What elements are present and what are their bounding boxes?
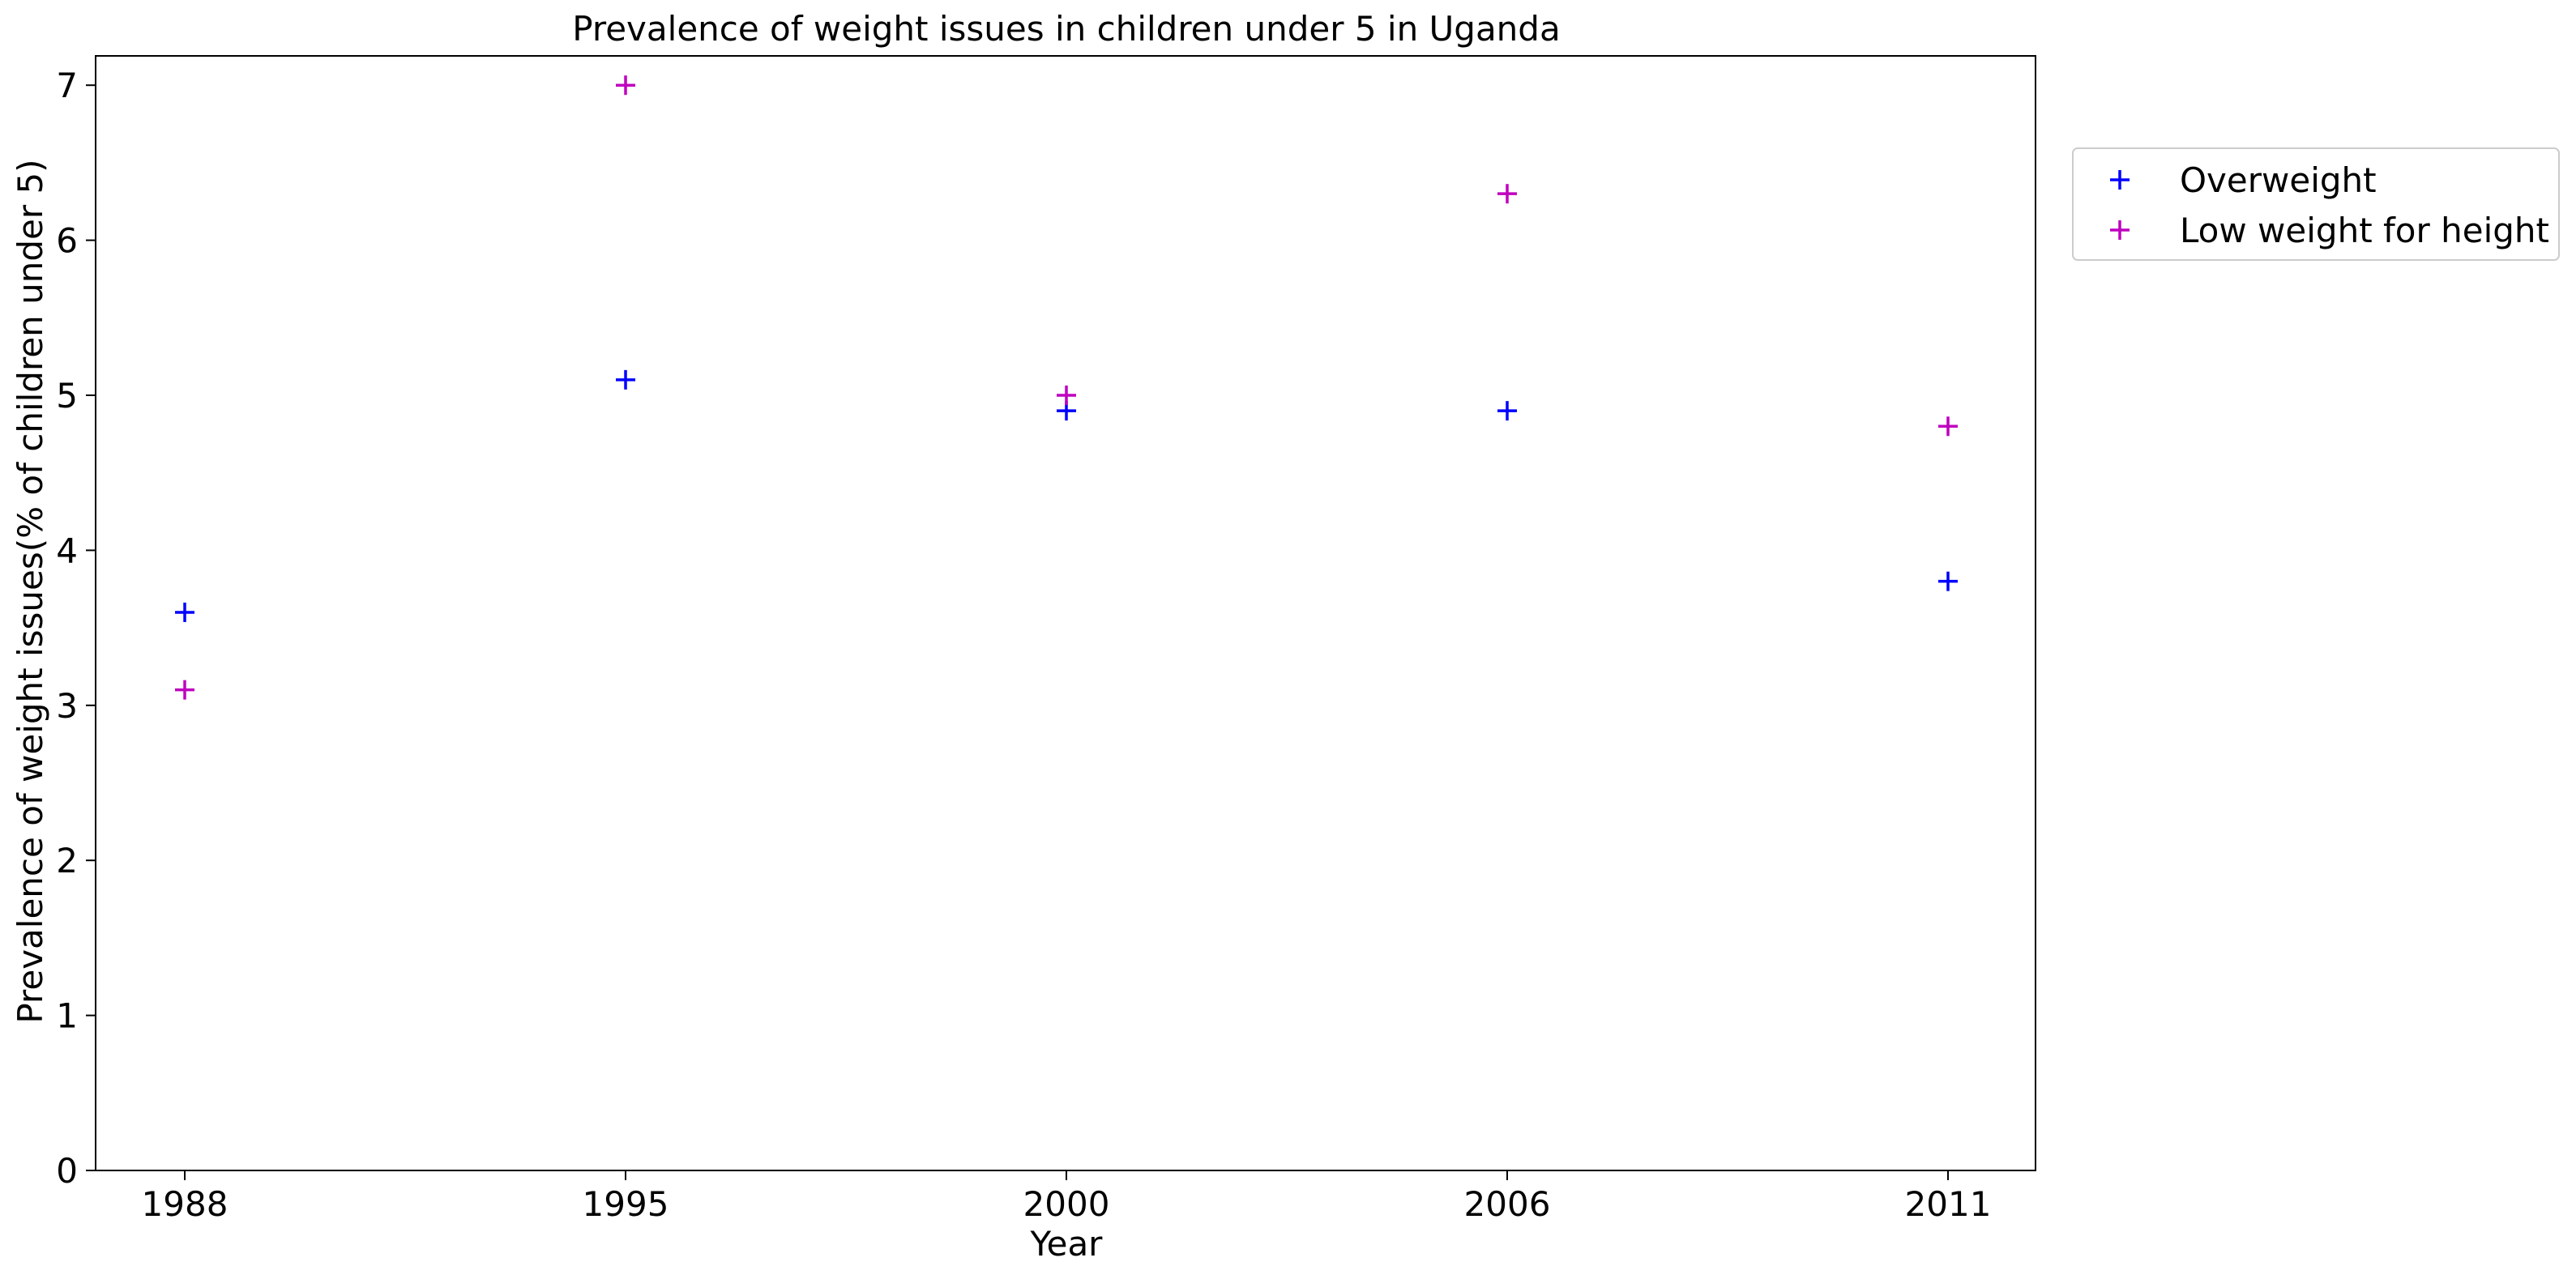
y-tick-label: 0 <box>56 1151 78 1191</box>
x-axis-title: Year <box>1030 1224 1104 1264</box>
low-weight-for-height-point <box>1057 386 1076 405</box>
low-weight-for-height-point <box>175 680 194 700</box>
overweight-point <box>1497 401 1517 421</box>
y-tick-label: 4 <box>56 531 78 570</box>
y-tick-label: 5 <box>56 376 78 416</box>
low-weight-for-height-point <box>1497 184 1517 204</box>
overweight-point <box>175 602 194 622</box>
legend-label-low-weight-for-height: Low weight for height <box>2180 211 2549 250</box>
low-weight-for-height-point <box>1938 416 1958 437</box>
overweight-point <box>1938 571 1958 591</box>
low-weight-for-height-point <box>616 75 635 96</box>
legend-marker-low-weight-for-height <box>2110 220 2130 240</box>
y-tick-label: 1 <box>56 996 78 1036</box>
x-tick-label: 2011 <box>1905 1184 1992 1224</box>
legend: Overweight Low weight for height <box>2072 147 2560 261</box>
data-markers <box>175 75 1958 700</box>
y-tick-label: 7 <box>56 66 78 105</box>
y-axis-title: Prevalence of weight issues(% of childre… <box>11 159 50 1023</box>
y-tick-label: 3 <box>56 686 78 726</box>
y-axis: 0 1 2 3 4 5 6 7 <box>56 66 96 1191</box>
x-axis: 1988 1995 2000 2006 2011 <box>142 1170 1992 1224</box>
chart-title: Prevalence of weight issues in children … <box>572 9 1560 49</box>
y-tick-label: 2 <box>56 841 78 880</box>
x-tick-label: 1988 <box>142 1184 229 1224</box>
x-tick-label: 1995 <box>583 1184 669 1224</box>
legend-marker-overweight <box>2110 170 2130 190</box>
y-tick-label: 6 <box>56 221 78 261</box>
overweight-point <box>616 369 635 390</box>
x-tick-label: 2006 <box>1464 1184 1551 1224</box>
legend-label-overweight: Overweight <box>2180 160 2377 200</box>
legend-box <box>2072 147 2560 261</box>
x-tick-label: 2000 <box>1023 1184 1110 1224</box>
